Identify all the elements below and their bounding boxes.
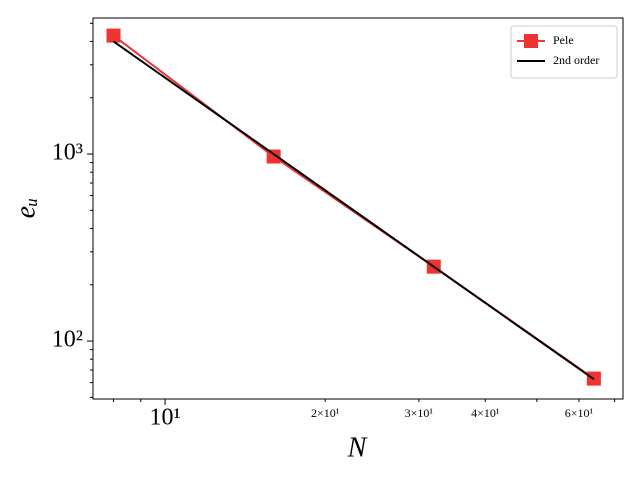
x-axis-label: N — [347, 432, 368, 463]
marker — [266, 149, 281, 164]
x-tick-label: 2×10¹ — [311, 406, 340, 420]
x-tick-label: 10¹ — [149, 405, 180, 431]
legend-label: 2nd order — [553, 53, 599, 67]
x-tick-label: 4×10¹ — [471, 406, 500, 420]
series-line — [112, 34, 595, 380]
x-tick-label: 3×10¹ — [405, 406, 434, 420]
legend-marker — [524, 34, 538, 48]
marker — [106, 28, 121, 43]
legend-label: Pele — [553, 33, 574, 47]
x-tick-label: 6×10¹ — [565, 406, 594, 420]
series-line — [112, 40, 595, 381]
y-tick-label: 10³ — [52, 140, 83, 166]
plot-frame — [92, 17, 624, 400]
y-axis-label: eᵤ — [10, 198, 41, 219]
y-tick-label: 10² — [52, 327, 83, 353]
